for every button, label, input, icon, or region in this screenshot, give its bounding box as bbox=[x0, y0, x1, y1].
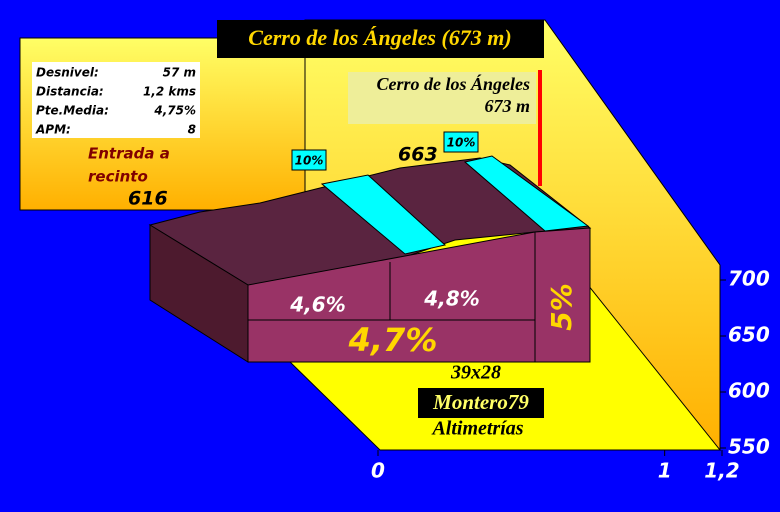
x-tick-label: 1,2 bbox=[704, 459, 739, 483]
summary-label: APM: bbox=[35, 123, 71, 137]
summit-name: Cerro de los Ángeles bbox=[376, 73, 530, 94]
summary-box bbox=[32, 62, 200, 138]
max-grade-box bbox=[443, 131, 479, 153]
credit: 39x28 bbox=[450, 362, 501, 384]
y-tick-label: 700 bbox=[728, 267, 770, 291]
start-label: Entrada a bbox=[88, 145, 170, 163]
max-grade: 10% bbox=[447, 136, 476, 150]
chart-title: Cerro de los Ángeles (673 m) bbox=[248, 25, 511, 50]
segment-grade: 4,8% bbox=[423, 287, 479, 311]
steep-band bbox=[320, 174, 447, 255]
steep-band bbox=[463, 155, 590, 232]
summary-value: 57 m bbox=[163, 66, 196, 80]
summary-value: 4,75% bbox=[153, 104, 196, 118]
elevation-label: 663 bbox=[398, 144, 438, 166]
y-tick-label: 550 bbox=[728, 435, 770, 459]
y-tick-label: 650 bbox=[728, 323, 770, 347]
max-grade: 10% bbox=[295, 154, 324, 168]
summit-altitude: 673 m bbox=[484, 96, 530, 116]
start-label: recinto bbox=[88, 168, 148, 186]
summary-value: 1,2 kms bbox=[143, 85, 196, 99]
x-tick-label: 0 bbox=[371, 459, 385, 483]
summary-label: Pte.Media: bbox=[36, 104, 109, 118]
elevation-label: 616 bbox=[128, 188, 168, 210]
segment-grade: 4,6% bbox=[289, 293, 345, 317]
average-grade: 4,7% bbox=[348, 321, 438, 359]
summary-label: Desnivel: bbox=[36, 66, 99, 80]
title-box bbox=[217, 20, 544, 58]
segment-grade: 5% bbox=[545, 283, 578, 331]
summary-value: 8 bbox=[188, 123, 196, 137]
summit-box bbox=[348, 72, 536, 124]
max-grade-box bbox=[291, 149, 327, 171]
y-tick-label: 600 bbox=[728, 379, 770, 403]
profile-end bbox=[534, 227, 591, 363]
credit-box bbox=[418, 388, 544, 418]
x-tick-label: 1 bbox=[658, 459, 672, 483]
credit: Montero79 bbox=[432, 390, 529, 414]
summary-label: Distancia: bbox=[36, 85, 104, 99]
credit: Altimetrías bbox=[430, 418, 523, 440]
